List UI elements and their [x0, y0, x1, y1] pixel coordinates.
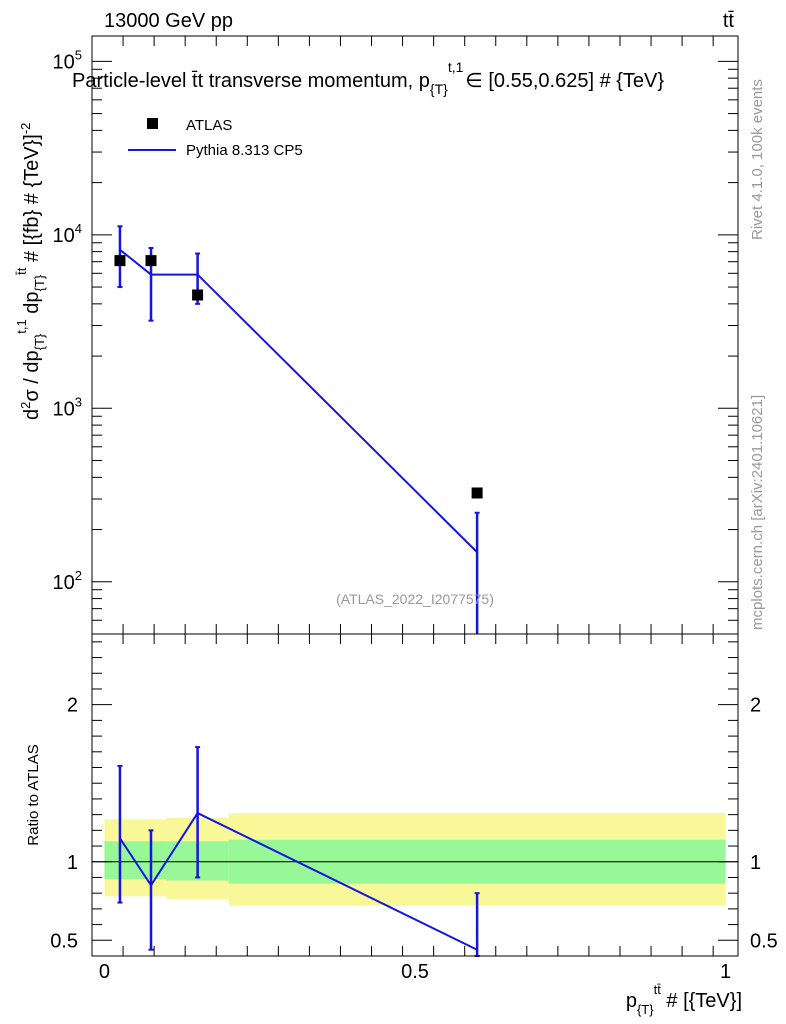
chart-title-sub: {T} [430, 81, 448, 97]
ratio-panel-frame [91, 633, 739, 957]
chart-title-sup: t,1 [448, 59, 464, 75]
chart-title-range: ∈ [0.55,0.625] # {TeV} [465, 70, 664, 92]
main-ytick-label: 105 [53, 47, 82, 73]
data-point [114, 255, 126, 267]
ratio-ytick-label-right: 1 [750, 852, 761, 874]
ratio-ytick-label-left: 0.5 [50, 930, 78, 952]
x-axis-label: p{T}tt̄ # [{TeV}] [626, 982, 742, 1017]
x-tick-label: 0 [99, 961, 110, 983]
plot-frames [91, 35, 739, 957]
data-series [114, 255, 483, 499]
ratio-ylabel: Ratio to ATLAS [25, 744, 42, 845]
data-point [471, 487, 483, 499]
legend-data-label: ATLAS [186, 117, 232, 134]
ratio-ytick-label-left: 2 [67, 695, 78, 717]
data-point [192, 289, 204, 301]
main-ytick-label: 102 [53, 568, 82, 594]
axis-ticks [91, 36, 738, 957]
rivet-version-label: Rivet 4.1.0, 100k events [749, 79, 766, 240]
tick-labels: 102 103 104 105 0.5 0.5 1 1 2 2 0 0.5 1 [50, 47, 778, 983]
legend-mc-label: Pythia 8.313 CP5 [186, 142, 303, 159]
x-tick-label: 0.5 [401, 961, 429, 983]
header-right-label: tt̄ [723, 10, 735, 32]
chart-title: Particle-level t̄t transverse momentum, … [72, 59, 664, 97]
data-point [145, 255, 157, 267]
ratio-ytick-label-left: 1 [67, 852, 78, 874]
mc-main-line [119, 248, 478, 553]
x-tick-label: 1 [720, 961, 731, 983]
main-ytick-label: 103 [53, 394, 82, 420]
mcplots-source-label: mcplots.cern.ch [arXiv:2401.10621] [749, 395, 766, 630]
analysis-label: (ATLAS_2022_I2077575) [336, 591, 494, 607]
header-left-label: 13000 GeV pp [104, 10, 233, 32]
main-ytick-label: 104 [53, 221, 82, 247]
main-ylabel: d2σ / dp{T}t,1 dp{T}t̄t # [{fb} # {TeV}]… [14, 123, 47, 420]
ratio-ytick-label-right: 2 [750, 695, 761, 717]
ratio-ytick-label-right: 0.5 [750, 930, 778, 952]
legend-data-marker [147, 118, 158, 129]
mc-ratio-line [119, 811, 478, 951]
